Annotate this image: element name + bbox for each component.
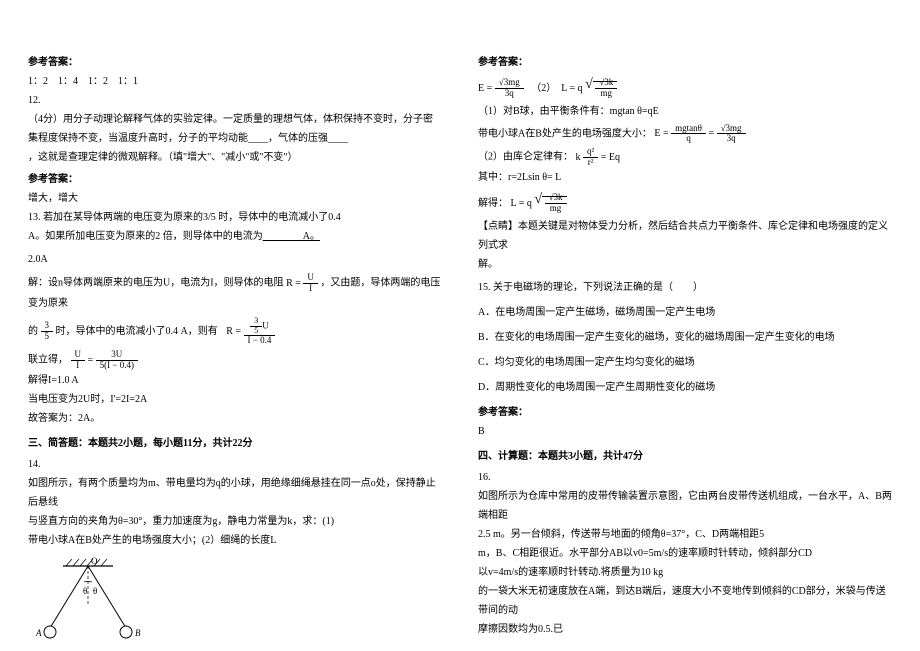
q14-line3: 带电小球A在B处产生的电场强度大小；(2）细绳的长度L bbox=[28, 531, 442, 550]
ratio-answer: 1：2 1：4 1：2 1：1 bbox=[28, 72, 442, 91]
diagram-label-o: O bbox=[91, 556, 98, 566]
q14-number: 14. bbox=[28, 455, 442, 474]
sol-r-l3: （2）由库仑定律有： k q²r² = Eq bbox=[478, 147, 892, 168]
q16-l4: 以v=4m/s的速率顺时针转动.将质量为10 kg bbox=[478, 563, 892, 582]
option-a: A．在电场周围一定产生磁场，磁场周围一定产生电场 bbox=[478, 303, 892, 322]
q16-l1: 如图所示为仓库中常用的皮带传输装置示意图，它由两台皮带传送机组成，一台水平，A、… bbox=[478, 487, 892, 525]
q13-line2: A。如果所加电压变为原来的2 倍，则导体中的电流为 A。 bbox=[28, 227, 442, 246]
answer-r2: B bbox=[478, 422, 892, 441]
sol-l2-a: 的 bbox=[28, 326, 38, 337]
resist-formula-1: R = UI bbox=[286, 278, 320, 289]
frac-den: I bbox=[71, 361, 86, 371]
resist-formula-2: R = 35U I − 0.4 bbox=[226, 326, 275, 337]
frac-den: 3q bbox=[495, 89, 524, 99]
sol-l2-b: 时，导体中的电流减小了0.4 A，则有 bbox=[56, 326, 218, 337]
answer-label-r1: 参考答案： bbox=[478, 53, 892, 72]
q14-line1: 如图所示，有两个质量均为m、带电量均为q的小球，用绝缘细绳悬挂在同一点o处，保持… bbox=[28, 474, 442, 512]
eq-line-1: E = √3mg3q （2） L = q √ √3kmg bbox=[478, 75, 892, 102]
left-column: 参考答案： 1：2 1：4 1：2 1：1 12. （4分）用分子动理论解释气体… bbox=[0, 0, 460, 651]
sol-l1-a: 解：设n导体两端原来的电压为U，电流为I，则导体的电阻 bbox=[28, 278, 284, 289]
q16-l5: 的一袋大米无初速度放在A端，到达B端后，速度大小不变地传到倾斜的CD部分，米袋与… bbox=[478, 582, 892, 620]
combined-formula: UI = 3U5(I − 0.4) bbox=[71, 355, 138, 366]
eq2-pre: （2） bbox=[531, 83, 556, 94]
note-line2: 解。 bbox=[478, 255, 892, 274]
q12-line2: 集程度保持不变，当温度升高时，分子的平均动能____，气体的压强____ bbox=[28, 129, 442, 148]
q12-line3: ，这就是查理定律的微观解释。（填"增大"、"减小"或"不变"） bbox=[28, 148, 442, 167]
solution-line2: 的 35 时，导体中的电流减小了0.4 A，则有 R = 35U I − 0.4 bbox=[28, 317, 442, 346]
q12-number: 12. bbox=[28, 91, 442, 110]
frac-den: I − 0.4 bbox=[244, 336, 276, 346]
fd: mg bbox=[545, 204, 567, 214]
frac-den: I bbox=[303, 284, 318, 294]
q15: 15. 关于电磁场的理论，下列说法正确的是（ ） bbox=[478, 278, 892, 297]
q13-blank: A。 bbox=[263, 231, 320, 242]
l5-lhs: L = q bbox=[511, 198, 532, 209]
sol-r-l2: 带电小球A在B处产生的电场强度大小： E = mgtanθq = √3mg3q bbox=[478, 124, 892, 145]
q13-line1: 13. 若加在某导体两端的电压变为原来的3/5 时，导体中的电流减小了0.4 bbox=[28, 208, 442, 227]
pendulum-diagram: O θ θ A B bbox=[28, 554, 148, 644]
answer-2: 增大，增大 bbox=[28, 189, 442, 208]
fd: r² bbox=[583, 158, 598, 168]
rhs: = Eq bbox=[601, 152, 620, 163]
sol-r-l5a: 解得： bbox=[478, 198, 508, 209]
r-eq2-lhs: R = bbox=[226, 326, 241, 337]
solution-line4: 解得I=1.0 A bbox=[28, 371, 442, 390]
sol-r-l5: 解得： L = q √ √3kmg bbox=[478, 190, 892, 217]
frac-den: 5 bbox=[41, 332, 54, 342]
solution-line5: 当电压变为2U时，I'=2I=2A bbox=[28, 390, 442, 409]
note-line1: 【点睛】本题关键是对物体受力分析，然后结合共点力平衡条件、库仑定律和电场强度的定… bbox=[478, 217, 892, 255]
answer-label-2: 参考答案： bbox=[28, 170, 442, 189]
u-text: U bbox=[262, 320, 269, 330]
answer-label-r2: 参考答案： bbox=[478, 403, 892, 422]
sol-r-l2a: 带电小球A在B处产生的电场强度大小： bbox=[478, 128, 652, 139]
eq1-lhs: E = bbox=[478, 83, 492, 94]
answer-label-1: 参考答案： bbox=[28, 53, 442, 72]
section-3-title: 三、简答题：本题共2小题，每小题11分，共计22分 bbox=[28, 434, 442, 453]
q16-l6: 摩擦因数均为0.5.已 bbox=[478, 620, 892, 639]
frac-den: 5(I − 0.4) bbox=[96, 361, 138, 371]
sol-r-l3t: （2）由库仑定律有： bbox=[478, 152, 573, 163]
diagram-label-a: A bbox=[35, 628, 42, 638]
solution-line3: 联立得， UI = 3U5(I − 0.4) bbox=[28, 350, 442, 371]
eq-lhs: E = bbox=[654, 128, 668, 139]
diagram-label-theta: θ bbox=[93, 586, 97, 596]
solution-line6: 故答案为：2A。 bbox=[28, 409, 442, 428]
sol-r-l4: 其中：r=2Lsin θ= L bbox=[478, 168, 892, 187]
sol-l3-text: 联立得， bbox=[28, 355, 68, 366]
fd: 5 bbox=[250, 327, 262, 336]
fd: 3q bbox=[717, 134, 746, 144]
diagram-label-theta: θ bbox=[83, 586, 87, 596]
q14-line2: 与竖直方向的夹角为θ=30°，重力加速度为g，静电力常量为k，求：(1) bbox=[28, 512, 442, 531]
q16-number: 16. bbox=[478, 468, 892, 487]
section-4-title: 四、计算题：本题共3小题，共计47分 bbox=[478, 447, 892, 466]
q12-line1: （4分）用分子动理论解释气体的实验定律。一定质量的理想气体，体积保持不变时，分子… bbox=[28, 110, 442, 129]
q16-l3: m，B、C相距很近。水平部分AB以v0=5m/s的速率顺时针转动，倾斜部分CD bbox=[478, 544, 892, 563]
frac-den: mg bbox=[595, 89, 617, 99]
diagram-label-b: B bbox=[135, 628, 141, 638]
right-column: 参考答案： E = √3mg3q （2） L = q √ √3kmg （1）对B… bbox=[460, 0, 920, 651]
q16-l2: 2.5 m。另一台倾斜，传送带与地面的倾角θ=37°，C、D两端相距5 bbox=[478, 525, 892, 544]
solution-line1: 解：设n导体两端原来的电压为U，电流为I，则导体的电阻 R = UI ，又由题，… bbox=[28, 273, 442, 313]
q13-l2-text: A。如果所加电压变为原来的2 倍，则导体中的电流为 bbox=[28, 231, 263, 242]
option-b: B．在变化的电场周围一定产生变化的磁场，变化的磁场周围一定产生变化的电场 bbox=[478, 328, 892, 347]
frac-num: 35U bbox=[244, 317, 276, 337]
fd: q bbox=[671, 134, 706, 144]
answer-3: 2.0A bbox=[28, 250, 442, 269]
sol-r-l1: （1）对B球，由平衡条件有：mgtan θ=qE bbox=[478, 102, 892, 121]
eq2-lhs: L = q bbox=[561, 83, 582, 94]
r-eq-lhs: R = bbox=[286, 278, 301, 289]
option-d: D．周期性变化的电场周围一定产生周期性变化的磁场 bbox=[478, 378, 892, 397]
option-c: C．均匀变化的电场周围一定产生均匀变化的磁场 bbox=[478, 353, 892, 372]
k-sym: k bbox=[576, 152, 581, 163]
